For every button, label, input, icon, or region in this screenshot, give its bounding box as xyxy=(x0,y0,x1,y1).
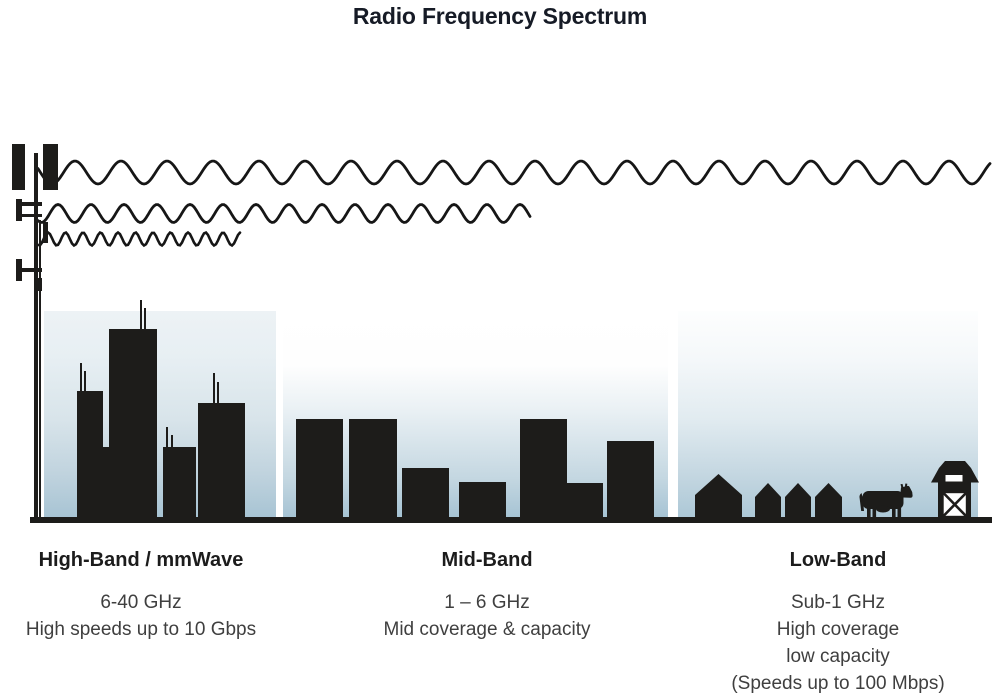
building-antenna xyxy=(79,363,82,391)
skyscraper xyxy=(109,329,157,520)
house xyxy=(755,483,781,517)
skyscraper xyxy=(163,447,196,520)
mid-rise-building xyxy=(296,419,343,520)
antenna-panel-left xyxy=(12,144,25,190)
tower-pole xyxy=(33,153,38,520)
band-detail-line: Mid coverage & capacity xyxy=(383,619,591,640)
antenna-crossbar xyxy=(16,213,42,217)
mid-rise-building xyxy=(402,468,449,520)
antenna-crossbar xyxy=(16,202,42,206)
mid-rise-building xyxy=(349,419,397,520)
building-antenna xyxy=(165,427,168,447)
building-antenna xyxy=(212,373,215,403)
band-detail-line: Sub-1 GHz xyxy=(791,592,885,613)
house xyxy=(815,483,842,517)
long-wavelength-wave xyxy=(36,159,992,186)
band-detail-line: 1 – 6 GHz xyxy=(444,592,530,613)
antenna-side-bar xyxy=(42,222,48,243)
band-detail-line: 6-40 GHz xyxy=(100,592,182,613)
band-detail-line: (Speeds up to 100 Mbps) xyxy=(731,673,945,694)
building-antenna xyxy=(170,435,173,447)
mid-rise-building xyxy=(520,419,567,520)
band-detail-line: low capacity xyxy=(786,646,890,667)
skyscraper xyxy=(198,403,245,520)
building-antenna xyxy=(217,382,220,403)
ground-line xyxy=(30,517,992,523)
building-antenna xyxy=(139,300,142,329)
page-title: Radio Frequency Spectrum xyxy=(352,3,648,29)
band-detail-line: High speeds up to 10 Gbps xyxy=(25,619,257,640)
house xyxy=(785,483,811,517)
band-label-mid: Mid-Band 1 – 6 GHz Mid coverage & capaci… xyxy=(357,549,617,643)
cow-icon xyxy=(859,483,913,518)
barn-icon xyxy=(931,461,979,518)
mid-rise-building xyxy=(607,441,654,520)
mid-rise-building xyxy=(459,482,506,520)
band-label-high: High-Band / mmWave 6-40 GHz High speeds … xyxy=(11,549,271,643)
antenna-crossbar xyxy=(16,267,42,272)
mid-rise-building xyxy=(567,483,603,520)
band-heading-high: High-Band / mmWave xyxy=(38,549,244,571)
band-heading-mid: Mid-Band xyxy=(441,549,533,571)
building-antenna xyxy=(83,371,86,391)
radio-waves-icon xyxy=(36,159,992,248)
band-label-low: Low-Band Sub-1 GHz High coverage low cap… xyxy=(688,549,988,697)
antenna-panel-right xyxy=(43,144,58,190)
antenna-stub xyxy=(37,278,42,291)
tower-guy-line xyxy=(39,220,41,520)
skyscraper-low xyxy=(103,447,109,520)
building-antenna xyxy=(143,308,146,329)
short-wavelength-wave xyxy=(36,230,242,248)
antenna-panel-mid xyxy=(16,199,22,221)
medium-wavelength-wave xyxy=(36,203,532,224)
skyscraper xyxy=(77,391,103,520)
house xyxy=(695,474,742,517)
band-heading-low: Low-Band xyxy=(789,549,887,571)
band-detail-line: High coverage xyxy=(776,619,900,640)
